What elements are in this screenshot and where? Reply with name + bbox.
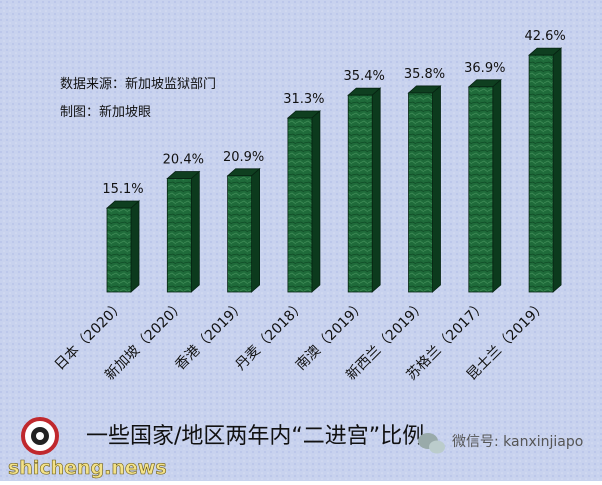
value-label: 42.6% [524,29,565,44]
bar-side [251,167,261,293]
bar [166,170,201,293]
value-label: 15.1% [102,182,143,197]
bar [105,200,141,293]
bar-side [492,78,502,293]
chart-title: 一些国家/地区两年内“二进宫”比例 [86,424,424,449]
bar-side [432,85,441,293]
watermark: shicheng.news [8,457,167,479]
bar-side [311,110,321,293]
wechat-icon [418,433,445,454]
value-label: 31.3% [283,92,324,107]
bar-front [227,175,253,293]
bar-side [130,200,140,293]
bar [226,167,261,293]
value-label: 35.8% [404,67,445,82]
value-label: 36.9% [464,61,505,76]
value-label: 35.4% [344,69,385,84]
bar-front [287,117,313,293]
bar-front [166,178,192,293]
bar-front [347,94,373,293]
bar-front [106,207,132,293]
value-label: 20.9% [223,150,264,165]
bar-front [528,54,554,293]
bar [286,110,321,293]
bar [528,47,563,293]
wechat-id: 微信号: kanxinjiapo [452,434,583,450]
bar-side [371,87,381,293]
bar [347,87,382,293]
logo [21,417,59,455]
source-note: 数据来源：新加坡监狱部门 [60,76,216,92]
bar [407,85,442,293]
bar-side [190,170,200,293]
credit-note: 制图：新加坡眼 [60,104,151,120]
value-label: 20.4% [163,153,204,168]
bar-front [408,92,433,293]
bar-front [468,86,494,293]
bar-side [552,47,562,293]
bar [467,78,502,293]
